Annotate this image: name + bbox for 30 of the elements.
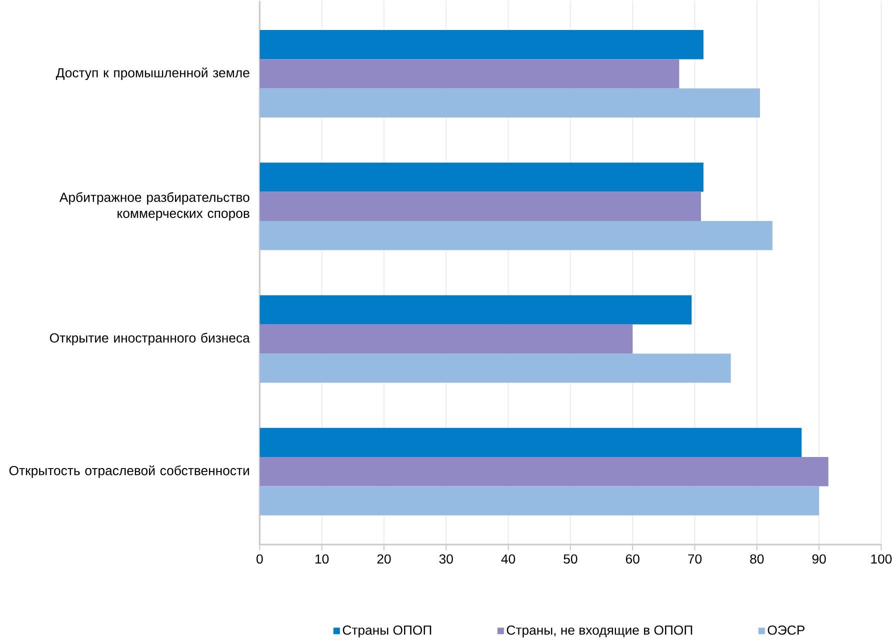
x-tick-label: 20 (377, 554, 391, 564)
bar (260, 59, 680, 88)
x-tick-label: 0 (256, 554, 263, 564)
y-tick-label: Открытие иностранного бизнеса (50, 332, 250, 346)
bar (260, 220, 772, 250)
bar (260, 428, 802, 458)
bar (260, 192, 701, 221)
y-tick-label: Открытость отраслевой собственности (9, 465, 249, 478)
x-tick-label: 90 (812, 554, 826, 564)
x-tick-label: 60 (626, 554, 640, 564)
x-tick-label: 40 (501, 554, 516, 564)
bar (260, 88, 760, 118)
legend-label: Страны, не входящие в ОПОП (506, 625, 692, 638)
bar (260, 295, 692, 324)
x-tick-label: 80 (750, 554, 764, 564)
y-tick-label: Арбитражное разбирательство коммерческих споров (59, 192, 250, 221)
x-tick-label: 100 (871, 554, 892, 564)
legend-label: Страны ОПОП (342, 625, 432, 638)
x-tick-label: 70 (688, 554, 702, 564)
x-tick-label: 30 (439, 554, 453, 564)
x-tick-label: 10 (316, 554, 329, 564)
legend-label: ОЭСР (768, 625, 804, 635)
bar (260, 324, 633, 354)
bar (260, 162, 704, 192)
bar (260, 486, 820, 516)
bar (260, 457, 828, 486)
bar (260, 354, 731, 383)
y-tick-label: Доступ к промышленной земле (56, 68, 250, 80)
x-tick-label: 50 (564, 554, 578, 564)
bar (260, 30, 704, 60)
